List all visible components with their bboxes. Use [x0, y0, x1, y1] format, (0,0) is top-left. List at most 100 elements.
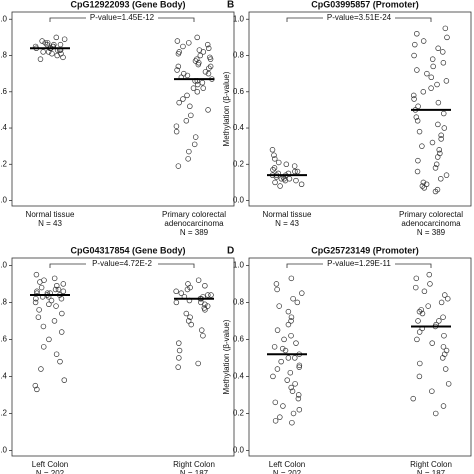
pvalue-bg	[86, 259, 158, 269]
data-point	[288, 332, 294, 339]
data-point	[199, 79, 206, 86]
data-point	[293, 340, 299, 346]
group-n: N = 202	[36, 469, 65, 474]
data-point	[296, 406, 303, 413]
data-point	[438, 132, 444, 139]
data-point	[279, 345, 286, 352]
panel: CpG03995857 (Promoter) B Methylation (β-va…	[222, 0, 472, 237]
data-point	[435, 45, 441, 52]
panel-letter: B	[227, 0, 234, 11]
group-n: N = 202	[273, 469, 302, 474]
data-point	[176, 99, 182, 106]
data-point	[415, 103, 421, 110]
y-tick-label: 1.0	[233, 261, 245, 270]
data-point	[414, 168, 421, 175]
group-label: Left Colon	[269, 460, 305, 469]
data-point	[426, 271, 433, 278]
data-point	[186, 148, 192, 155]
data-point	[198, 327, 205, 333]
group-n: N = 187	[180, 469, 209, 474]
data-point	[58, 329, 65, 335]
y-tick-label: 0.4	[233, 372, 245, 381]
y-tick-label: 0.0	[233, 446, 245, 455]
data-point	[433, 161, 440, 168]
data-point	[173, 299, 180, 306]
data-point	[438, 176, 444, 182]
data-point	[416, 128, 423, 135]
data-point	[61, 377, 68, 383]
data-point	[175, 364, 181, 370]
data-point	[40, 49, 46, 55]
data-point	[441, 351, 448, 357]
data-point	[37, 56, 44, 62]
data-point	[284, 377, 290, 383]
data-point	[176, 49, 182, 55]
y-tick-label: 0.4	[0, 372, 8, 381]
data-point	[285, 308, 292, 315]
data-point	[440, 49, 446, 55]
data-point	[283, 161, 290, 168]
data-point	[445, 381, 452, 387]
data-point	[176, 355, 182, 361]
data-point	[192, 134, 199, 140]
plot-frame	[248, 257, 472, 457]
data-point	[51, 275, 58, 282]
data-point	[444, 295, 451, 302]
data-point	[411, 52, 417, 59]
data-point	[40, 344, 47, 350]
data-point	[186, 40, 192, 46]
data-point	[59, 310, 65, 317]
data-point	[440, 314, 446, 320]
data-point	[49, 50, 55, 57]
data-point	[37, 279, 43, 285]
data-point	[32, 299, 39, 306]
data-point	[435, 99, 442, 106]
panel-title: CpG04317854 (Gene Body)	[70, 245, 185, 255]
data-point	[423, 181, 430, 187]
data-point	[195, 360, 201, 367]
panel: CpG12922093 (Gene Body) 0.0 0.2 0.4 0.6 0.8 1.…	[0, 0, 235, 237]
data-point	[287, 369, 294, 376]
data-point	[416, 308, 423, 315]
data-point	[444, 34, 450, 41]
data-point	[443, 347, 450, 354]
data-point	[207, 63, 214, 70]
data-point	[42, 40, 48, 46]
data-point	[432, 165, 439, 171]
data-point	[276, 303, 282, 309]
data-point	[438, 299, 445, 306]
data-point	[434, 81, 440, 88]
data-point	[290, 410, 297, 417]
group-label: Normal tissue	[26, 210, 75, 219]
y-tick-label: 0.8	[0, 298, 8, 307]
data-point	[429, 340, 435, 346]
group-label: adenocarcinoma	[401, 219, 461, 228]
data-point	[34, 288, 40, 295]
data-point	[38, 366, 44, 372]
data-point	[202, 69, 209, 75]
data-point	[288, 384, 294, 391]
data-point	[34, 386, 40, 393]
pvalue-bg	[323, 13, 395, 23]
data-point	[285, 355, 292, 361]
data-point	[173, 123, 180, 129]
group-label: Right Colon	[173, 460, 215, 469]
data-point	[437, 150, 443, 157]
plot-frame	[248, 11, 472, 207]
data-point	[419, 310, 426, 317]
data-point	[282, 347, 289, 354]
group-n: N = 43	[38, 219, 62, 228]
data-point	[441, 125, 448, 131]
data-point	[195, 277, 202, 283]
data-point	[60, 281, 67, 287]
data-point	[414, 67, 420, 73]
data-point	[200, 332, 206, 339]
data-point	[180, 96, 186, 102]
y-tick-label: 0.2	[0, 409, 8, 418]
data-point	[194, 89, 201, 95]
data-point	[33, 295, 39, 302]
data-point	[294, 299, 301, 306]
data-point	[48, 297, 55, 304]
data-point	[435, 121, 441, 128]
data-point	[202, 301, 208, 308]
